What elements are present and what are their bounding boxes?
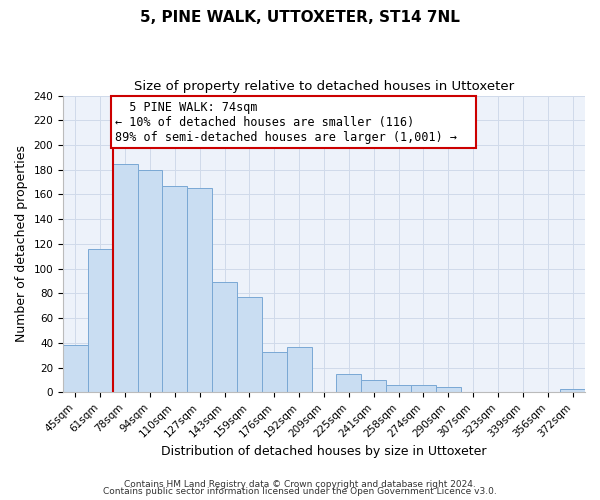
Y-axis label: Number of detached properties: Number of detached properties [15,146,28,342]
Bar [137,170,163,392]
X-axis label: Distribution of detached houses by size in Uttoxeter: Distribution of detached houses by size … [161,444,487,458]
Bar [237,297,262,392]
Bar [337,374,361,392]
Bar [187,188,212,392]
Bar [113,164,137,392]
Bar [560,388,585,392]
Bar [212,282,237,393]
Text: 5 PINE WALK: 74sqm
← 10% of detached houses are smaller (116)
89% of semi-detach: 5 PINE WALK: 74sqm ← 10% of detached hou… [115,100,472,144]
Bar [262,352,287,393]
Bar [361,380,386,392]
Bar [411,385,436,392]
Title: Size of property relative to detached houses in Uttoxeter: Size of property relative to detached ho… [134,80,514,93]
Bar [436,388,461,392]
Bar [386,385,411,392]
Bar [88,249,113,392]
Text: Contains HM Land Registry data © Crown copyright and database right 2024.: Contains HM Land Registry data © Crown c… [124,480,476,489]
Bar [287,346,311,393]
Bar [163,186,187,392]
Text: 5, PINE WALK, UTTOXETER, ST14 7NL: 5, PINE WALK, UTTOXETER, ST14 7NL [140,10,460,25]
Text: Contains public sector information licensed under the Open Government Licence v3: Contains public sector information licen… [103,488,497,496]
Bar [63,346,88,393]
